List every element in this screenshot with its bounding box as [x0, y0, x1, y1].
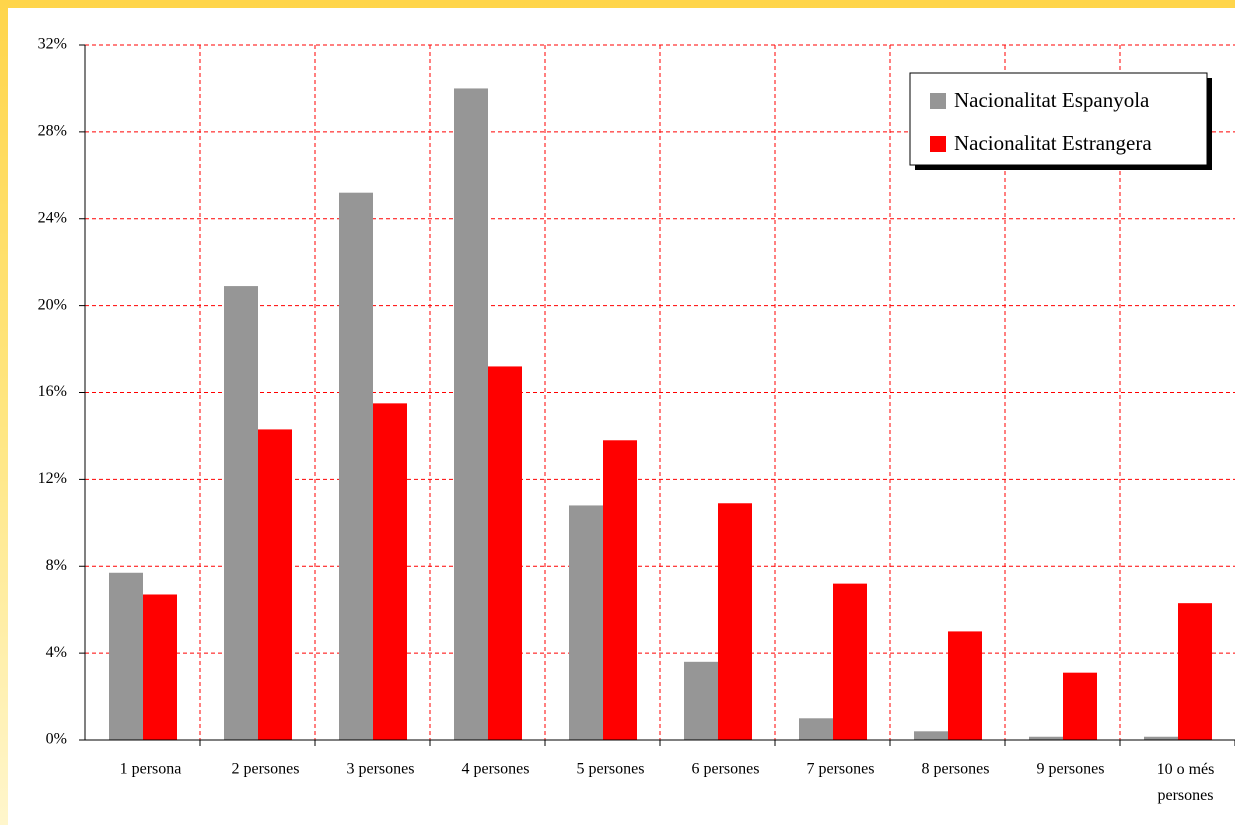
legend-swatch — [930, 93, 946, 109]
x-tick-label: 3 persones — [347, 761, 415, 778]
bar — [1029, 736, 1063, 740]
x-tick-label: 1 persona — [120, 761, 182, 778]
bar — [569, 505, 603, 740]
x-tick-label: 4 persones — [462, 761, 530, 778]
x-tick-label: 10 o més persones — [1157, 761, 1215, 804]
x-tick-label: 9 persones — [1037, 761, 1105, 778]
bar — [603, 440, 637, 740]
y-tick-label: 0% — [46, 731, 67, 748]
bar — [258, 429, 292, 740]
x-tick-label: 6 persones — [692, 761, 760, 778]
bar — [948, 631, 982, 740]
bar — [454, 88, 488, 740]
y-tick-label: 24% — [38, 209, 67, 226]
x-tick-label-line: persones — [1158, 787, 1214, 804]
legend-label: Nacionalitat Espanyola — [954, 88, 1150, 112]
x-tick-label-line: 10 o més — [1157, 761, 1215, 778]
bar — [684, 661, 718, 740]
legend-swatch — [930, 136, 946, 152]
legend-box — [909, 72, 1208, 166]
y-tick-label: 4% — [46, 644, 67, 661]
x-tick-label: 5 persones — [577, 761, 645, 778]
y-tick-label: 32% — [38, 36, 67, 53]
x-tick-label: 8 persones — [922, 761, 990, 778]
bar — [718, 503, 752, 740]
y-tick-label: 20% — [38, 296, 67, 313]
bar — [373, 403, 407, 740]
legend-label: Nacionalitat Estrangera — [954, 131, 1152, 155]
bar — [1178, 603, 1212, 740]
bar — [833, 583, 867, 740]
y-tick-label: 28% — [38, 123, 67, 140]
bar — [109, 572, 143, 740]
y-tick-label: 8% — [46, 557, 67, 574]
x-tick-label: 7 persones — [807, 761, 875, 778]
bar — [143, 594, 177, 740]
bar — [1144, 736, 1178, 740]
x-tick-label: 2 persones — [232, 761, 300, 778]
bar — [1063, 672, 1097, 740]
bar — [914, 731, 948, 740]
bar — [224, 286, 258, 740]
y-tick-label: 12% — [38, 470, 67, 487]
bar — [339, 192, 373, 740]
bar — [799, 718, 833, 740]
bar — [488, 366, 522, 740]
y-tick-label: 16% — [38, 383, 67, 400]
